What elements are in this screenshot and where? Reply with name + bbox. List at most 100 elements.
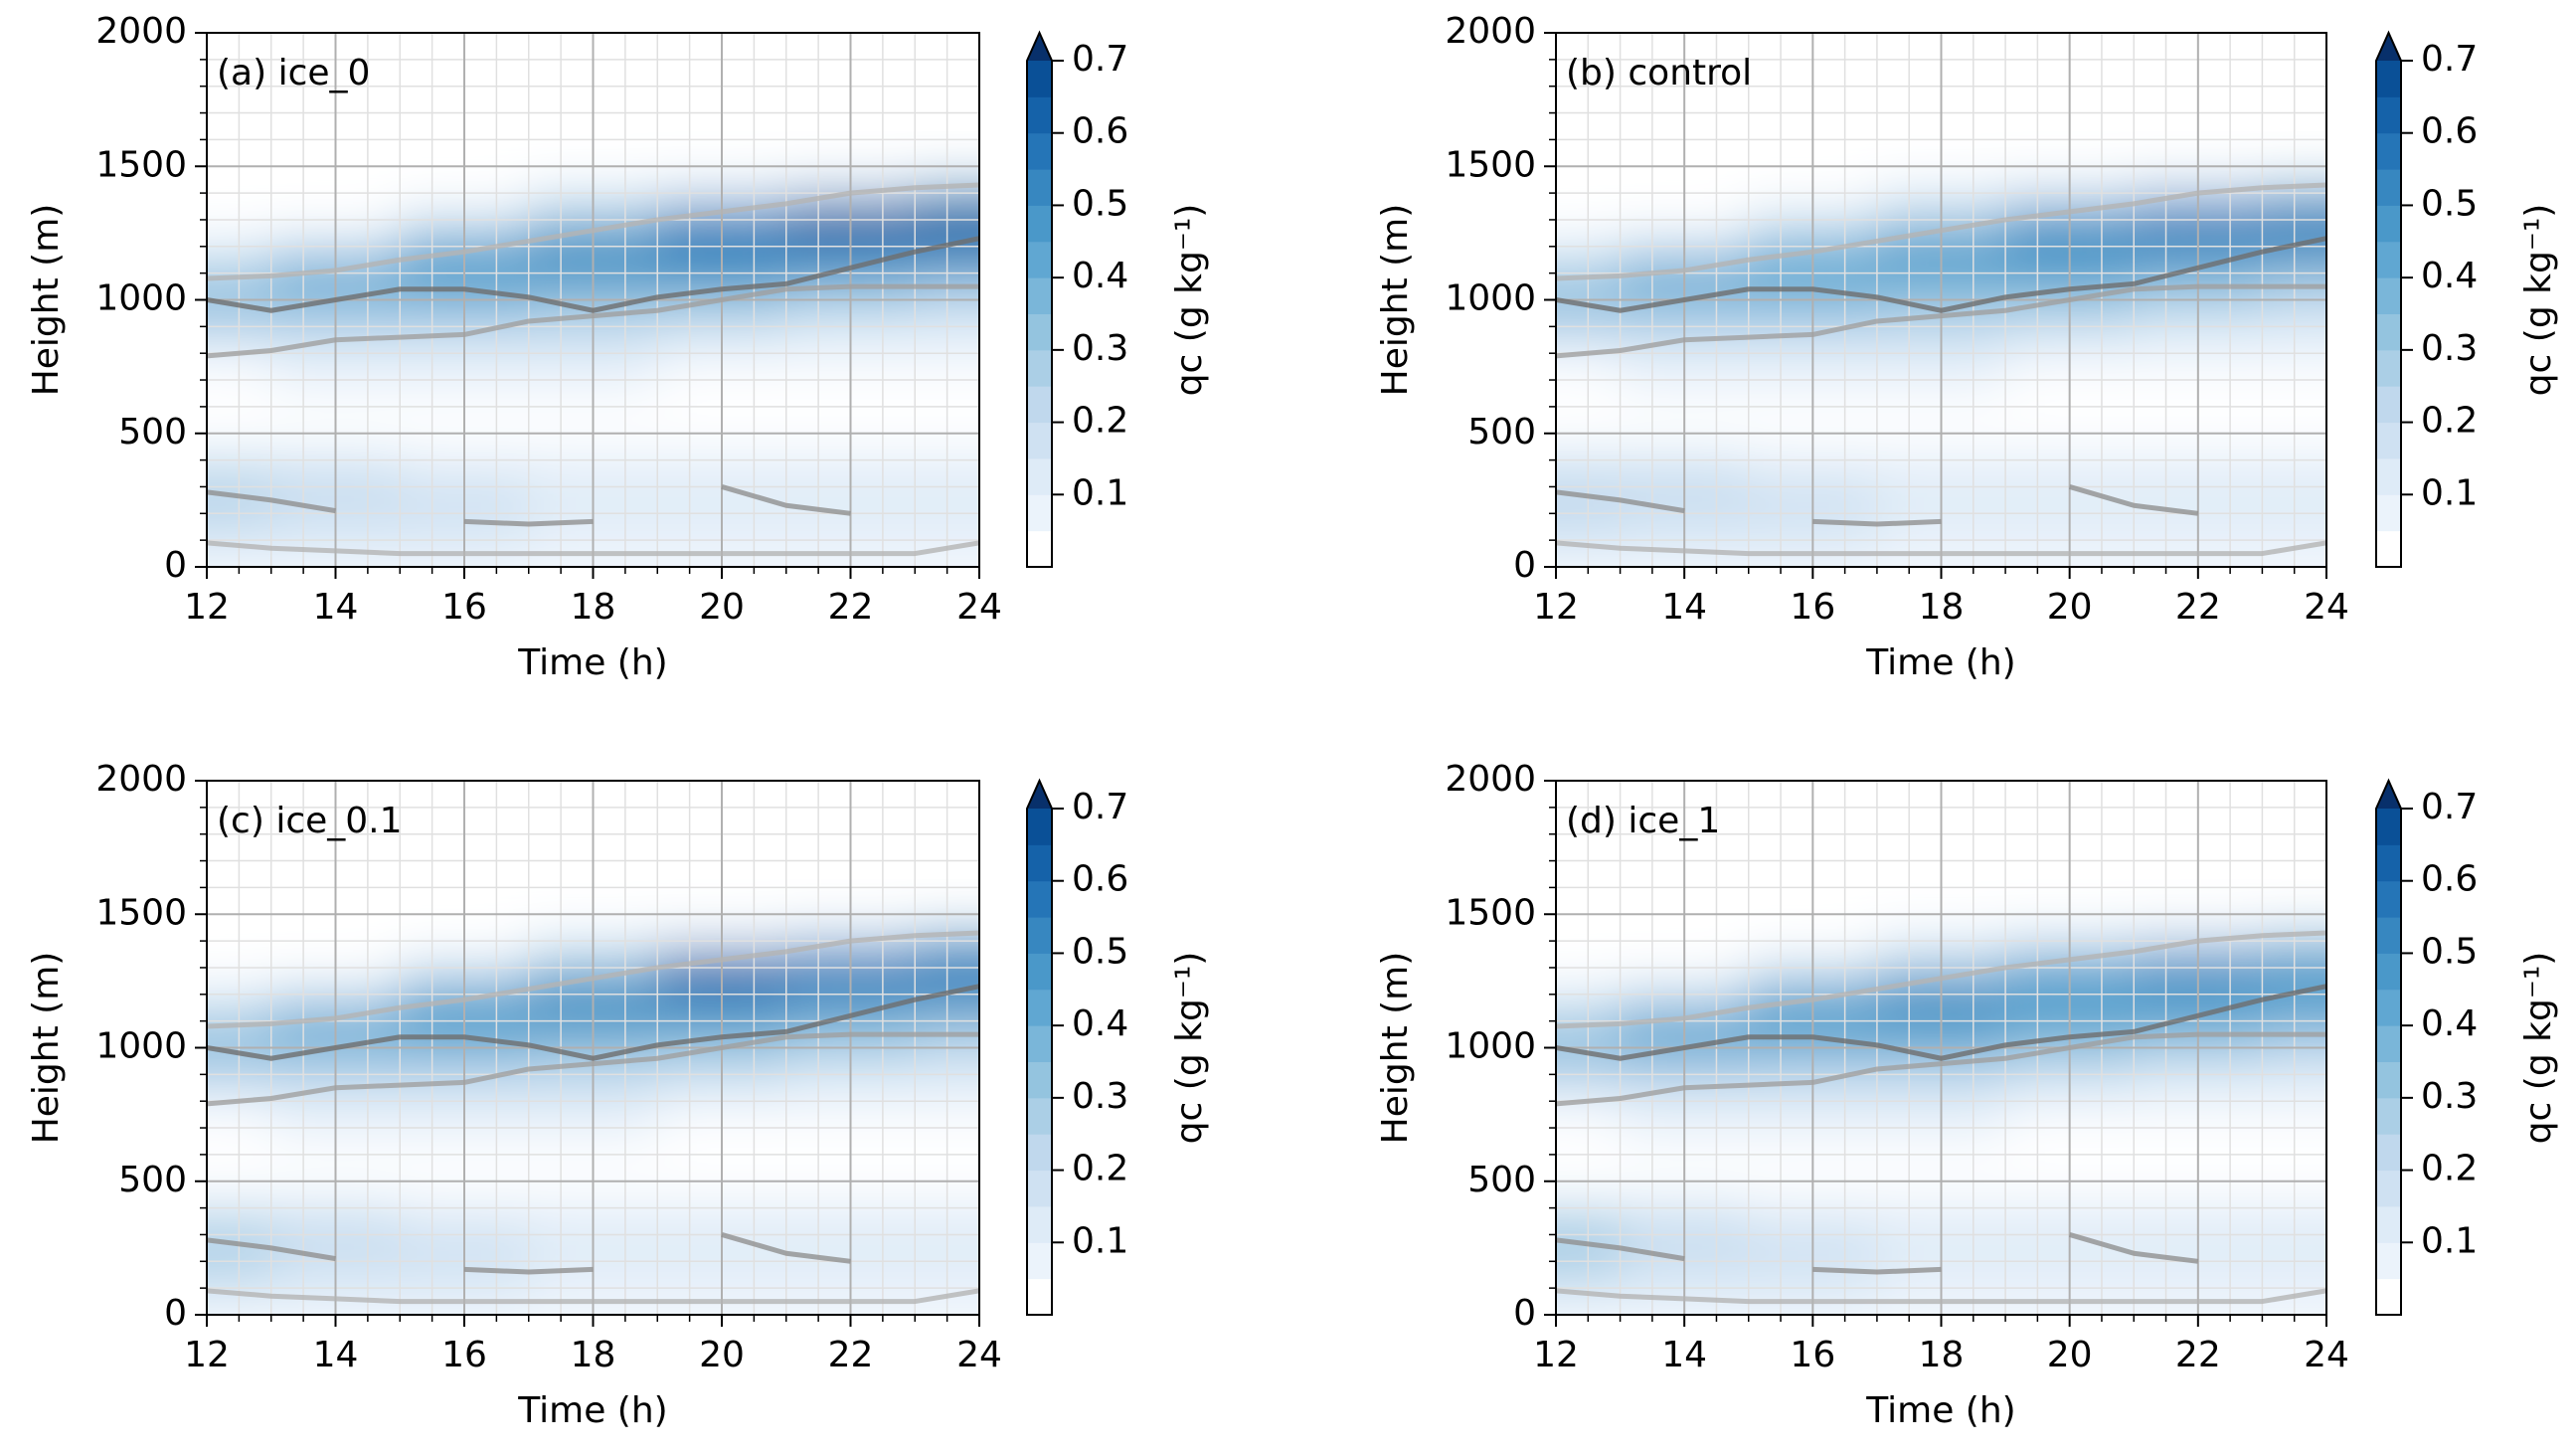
colorbar-band [1027, 205, 1052, 243]
cloud-line [207, 1031, 979, 1107]
colorbar-frame [1026, 30, 1053, 568]
colorbar-band [1027, 809, 1052, 845]
colorbar-band [1027, 277, 1052, 314]
cloud-lines [1556, 182, 2326, 557]
colorbar-tick-label: 0.4 [2421, 1003, 2478, 1044]
cloud-line [1556, 1288, 2326, 1305]
colorbar-tick-label: 0.2 [2421, 401, 2478, 442]
cloud-line [1556, 984, 2326, 1061]
colorbar-band [1027, 494, 1052, 532]
x-tick-label: 24 [2304, 587, 2349, 628]
x-tick-label: 24 [2304, 1335, 2349, 1375]
colorbar-band [2376, 96, 2401, 134]
colorbar-tick-label: 0.4 [1072, 1003, 1128, 1044]
colorbar-tick-label: 0.7 [2421, 787, 2478, 827]
colorbar-band [1027, 1061, 1052, 1099]
cloud-line [1556, 1031, 2326, 1107]
x-tick-label: 18 [1919, 587, 1965, 628]
x-tick-label: 20 [699, 1335, 745, 1375]
colorbar-band [1027, 1134, 1052, 1172]
colorbar-band [1027, 422, 1052, 459]
colorbar-band [2376, 1134, 2401, 1172]
colorbar-band [1027, 989, 1052, 1026]
colorbar-tick-label: 0.7 [2421, 39, 2478, 80]
colorbar-band [1027, 386, 1052, 424]
colorbar-band [2376, 953, 2401, 991]
colorbar-tick-label: 0.3 [1072, 328, 1128, 369]
colorbar-frame [1026, 778, 1053, 1316]
x-tick-label: 14 [1661, 587, 1707, 628]
x-tick-label: 16 [441, 587, 487, 628]
x-tick-label: 14 [313, 1335, 359, 1375]
colorbar-band [2376, 1242, 2401, 1280]
cloud-lines [1556, 930, 2326, 1305]
y-tick-label: 1000 [1445, 1026, 1536, 1067]
x-tick-label: 16 [441, 1335, 487, 1375]
colorbar-tick-label: 0.5 [2421, 183, 2478, 224]
colorbar-tick-label: 0.2 [1072, 1149, 1128, 1189]
colorbar-tick-label: 0.5 [1072, 931, 1128, 972]
colorbar-tick-label: 0.2 [1072, 401, 1128, 442]
colorbar-band [1027, 880, 1052, 918]
colorbar-band [2376, 349, 2401, 387]
colorbar-label: qc (g kg⁻¹) [1169, 204, 1210, 397]
panel: 12 14 16 18 20 22 24 0 500 1000 1500 2000 (a) ice_0 T… [26, 11, 1210, 683]
colorbar-band [2376, 205, 2401, 243]
y-tick-label: 2000 [1445, 11, 1536, 52]
colorbar-tick-label: 0.1 [2421, 1220, 2478, 1261]
colorbar-band [2376, 169, 2401, 206]
colorbar-band [2376, 1061, 2401, 1099]
x-tick-label: 12 [184, 587, 230, 628]
panel-title: (d) ice_1 [1566, 801, 1720, 841]
cloud-line [1556, 236, 2326, 313]
colorbar-band [2376, 1205, 2401, 1243]
colorbar-tick-label: 0.7 [1072, 787, 1128, 827]
colorbar-band [1027, 241, 1052, 278]
x-tick-label: 20 [2047, 1335, 2093, 1375]
cloud-line [207, 283, 979, 359]
colorbar-band [2376, 61, 2401, 97]
colorbar-frame [2375, 778, 2402, 1316]
cloud-line [1556, 930, 2326, 1029]
panel: 12 14 16 18 20 22 24 0 500 1000 1500 2000 (c) ice_0.… [26, 759, 1210, 1431]
x-tick-label: 12 [1533, 587, 1579, 628]
colorbar-tick-label: 0.6 [2421, 859, 2478, 900]
colorbar-band [2376, 277, 2401, 314]
y-axis-label: Height (m) [1375, 952, 1416, 1145]
x-axis-label: Time (h) [1865, 642, 2015, 683]
colorbar-band [1027, 1278, 1052, 1316]
colorbar-tick-label: 0.4 [2421, 256, 2478, 296]
colorbar-frame [2375, 30, 2402, 568]
colorbar-tick-label: 0.4 [1072, 256, 1128, 296]
y-tick-label: 0 [1513, 1293, 1536, 1334]
colorbar-band [2376, 422, 2401, 459]
colorbar-tick-label: 0.3 [2421, 1076, 2478, 1117]
y-tick-label: 1000 [1445, 278, 1536, 319]
cloud-line [207, 182, 979, 281]
y-tick-label: 500 [118, 1160, 187, 1200]
colorbar-band [2376, 313, 2401, 351]
colorbar-tick-label: 0.6 [2421, 111, 2478, 152]
y-axis-label: Height (m) [1375, 204, 1416, 397]
cloud-line [207, 540, 979, 557]
cloud-lines [207, 182, 979, 557]
colorbar-band [2376, 844, 2401, 882]
x-tick-label: 14 [1661, 1335, 1707, 1375]
y-tick-label: 2000 [1445, 759, 1536, 800]
cloud-line [1556, 283, 2326, 359]
colorbar-band [1027, 917, 1052, 954]
colorbar-band [1027, 953, 1052, 991]
colorbar-tick-label: 0.1 [1072, 472, 1128, 513]
x-tick-label: 22 [828, 587, 874, 628]
colorbar-band [1027, 349, 1052, 387]
x-axis-label: Time (h) [1865, 1390, 2015, 1431]
y-tick-label: 0 [164, 1293, 187, 1334]
colorbar-band [1027, 313, 1052, 351]
y-axis-label: Height (m) [26, 204, 67, 397]
colorbar-tick-label: 0.5 [1072, 183, 1128, 224]
x-tick-label: 18 [571, 1335, 616, 1375]
colorbar-band [2376, 1097, 2401, 1135]
colorbar-band [2376, 1170, 2401, 1207]
colorbar-band [1027, 96, 1052, 134]
